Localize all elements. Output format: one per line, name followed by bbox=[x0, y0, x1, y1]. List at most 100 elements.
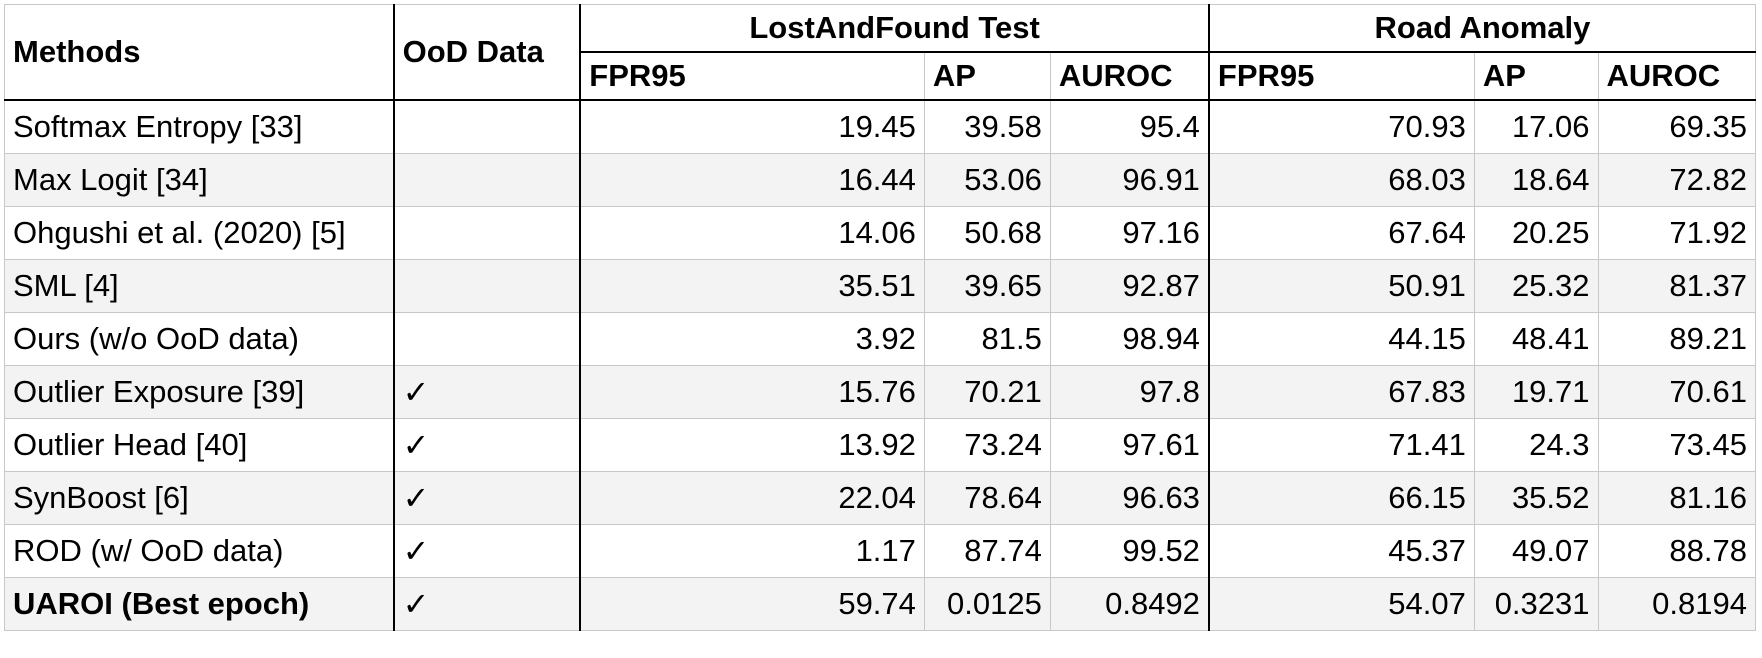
ra-fpr95-value: 71.41 bbox=[1208, 417, 1475, 472]
header-row-metrics: FPR95 AP AUROC FPR95 AP AUROC bbox=[5, 51, 1757, 101]
results-table: Methods OoD Data LostAndFound Test Road … bbox=[3, 4, 1757, 631]
ra-fpr95-value: 44.15 bbox=[1208, 311, 1475, 366]
lf-fpr95-value: 3.92 bbox=[579, 311, 925, 366]
lf-ap-value: 50.68 bbox=[923, 205, 1051, 260]
ra-auroc-value: 73.45 bbox=[1597, 417, 1757, 472]
lf-ap-value: 78.64 bbox=[923, 470, 1051, 525]
ra-fpr95-value: 67.64 bbox=[1208, 205, 1475, 260]
method-name: SML [4] bbox=[3, 258, 395, 313]
lf-ap-value: 0.0125 bbox=[923, 576, 1051, 631]
table-row: Outlier Head [40] ✓ 13.92 73.24 97.61 71.41 24… bbox=[3, 417, 1757, 472]
ra-ap-value: 24.3 bbox=[1473, 417, 1599, 472]
header-ra-fpr95: FPR95 bbox=[1208, 51, 1475, 101]
method-name: Max Logit [34] bbox=[3, 152, 395, 207]
header-methods: Methods bbox=[3, 4, 395, 101]
table-body: Softmax Entropy [33] 19.45 39.58 95.4 70.93 1… bbox=[3, 99, 1757, 631]
lf-fpr95-value: 15.76 bbox=[579, 364, 925, 419]
lf-auroc-value: 96.91 bbox=[1049, 152, 1210, 207]
table-row: Ohgushi et al. (2020) [5] 14.06 50.68 97.16… bbox=[3, 205, 1757, 260]
lf-ap-value: 39.65 bbox=[923, 258, 1051, 313]
ra-fpr95-value: 67.83 bbox=[1208, 364, 1475, 419]
lf-fpr95-value: 1.17 bbox=[579, 523, 925, 578]
ra-ap-value: 48.41 bbox=[1473, 311, 1599, 366]
lf-fpr95-value: 16.44 bbox=[579, 152, 925, 207]
lf-auroc-value: 97.61 bbox=[1049, 417, 1210, 472]
lf-fpr95-value: 14.06 bbox=[579, 205, 925, 260]
table-row: UAROI (Best epoch) ✓ 59.74 0.0125 0.8492 54.0… bbox=[3, 576, 1757, 631]
header-lf-fpr95: FPR95 bbox=[579, 51, 925, 101]
table-row: ROD (w/ OoD data) ✓ 1.17 87.74 99.52 45.37 49.… bbox=[3, 523, 1757, 578]
ra-fpr95-value: 54.07 bbox=[1208, 576, 1475, 631]
table-row: Outlier Exposure [39] ✓ 15.76 70.21 97.8 67.8… bbox=[3, 364, 1757, 419]
ra-fpr95-value: 45.37 bbox=[1208, 523, 1475, 578]
ood-check: ✓ bbox=[393, 523, 582, 578]
header-lf-auroc: AUROC bbox=[1049, 51, 1210, 101]
ra-auroc-value: 81.16 bbox=[1597, 470, 1757, 525]
lf-ap-value: 73.24 bbox=[923, 417, 1051, 472]
table-row: SML [4] 35.51 39.65 92.87 50.91 25.32 81.37 bbox=[3, 258, 1757, 313]
table-row: Softmax Entropy [33] 19.45 39.58 95.4 70.93 1… bbox=[3, 99, 1757, 154]
header-lostandfound: LostAndFound Test bbox=[579, 4, 1210, 53]
ood-check: ✓ bbox=[393, 576, 582, 631]
method-name: Ohgushi et al. (2020) [5] bbox=[3, 205, 395, 260]
lf-fpr95-value: 19.45 bbox=[579, 99, 925, 154]
ra-ap-value: 19.71 bbox=[1473, 364, 1599, 419]
ood-check bbox=[393, 258, 582, 313]
ra-ap-value: 25.32 bbox=[1473, 258, 1599, 313]
lf-auroc-value: 95.4 bbox=[1049, 99, 1210, 154]
method-name: Outlier Head [40] bbox=[3, 417, 395, 472]
ood-check: ✓ bbox=[393, 417, 582, 472]
method-name: UAROI (Best epoch) bbox=[3, 576, 395, 631]
lf-fpr95-value: 13.92 bbox=[579, 417, 925, 472]
ood-check: ✓ bbox=[393, 364, 582, 419]
header-lf-ap: AP bbox=[923, 51, 1051, 101]
method-name: ROD (w/ OoD data) bbox=[3, 523, 395, 578]
ra-fpr95-value: 50.91 bbox=[1208, 258, 1475, 313]
header-ood-data: OoD Data bbox=[393, 4, 582, 101]
header-ra-auroc: AUROC bbox=[1597, 51, 1757, 101]
ra-ap-value: 49.07 bbox=[1473, 523, 1599, 578]
lf-fpr95-value: 35.51 bbox=[579, 258, 925, 313]
ra-auroc-value: 89.21 bbox=[1597, 311, 1757, 366]
ra-fpr95-value: 70.93 bbox=[1208, 99, 1475, 154]
ra-auroc-value: 0.8194 bbox=[1597, 576, 1757, 631]
lf-ap-value: 81.5 bbox=[923, 311, 1051, 366]
ra-auroc-value: 71.92 bbox=[1597, 205, 1757, 260]
ood-check: ✓ bbox=[393, 470, 582, 525]
ra-auroc-value: 70.61 bbox=[1597, 364, 1757, 419]
lf-ap-value: 87.74 bbox=[923, 523, 1051, 578]
method-name: Softmax Entropy [33] bbox=[3, 99, 395, 154]
ra-auroc-value: 88.78 bbox=[1597, 523, 1757, 578]
lf-auroc-value: 96.63 bbox=[1049, 470, 1210, 525]
ood-check bbox=[393, 152, 582, 207]
lf-auroc-value: 98.94 bbox=[1049, 311, 1210, 366]
header-ra-ap: AP bbox=[1473, 51, 1599, 101]
lf-fpr95-value: 22.04 bbox=[579, 470, 925, 525]
ood-check bbox=[393, 205, 582, 260]
table-row: Ours (w/o OoD data) 3.92 81.5 98.94 44.15 48.… bbox=[3, 311, 1757, 366]
method-name: SynBoost [6] bbox=[3, 470, 395, 525]
ra-auroc-value: 81.37 bbox=[1597, 258, 1757, 313]
table-row: Max Logit [34] 16.44 53.06 96.91 68.03 18.64 7… bbox=[3, 152, 1757, 207]
lf-fpr95-value: 59.74 bbox=[579, 576, 925, 631]
lf-auroc-value: 97.16 bbox=[1049, 205, 1210, 260]
results-table-container: Methods OoD Data LostAndFound Test Road … bbox=[3, 4, 1757, 631]
lf-ap-value: 39.58 bbox=[923, 99, 1051, 154]
ra-ap-value: 18.64 bbox=[1473, 152, 1599, 207]
lf-auroc-value: 97.8 bbox=[1049, 364, 1210, 419]
header-road-anomaly: Road Anomaly bbox=[1208, 4, 1756, 53]
ood-check bbox=[393, 99, 582, 154]
ra-fpr95-value: 66.15 bbox=[1208, 470, 1475, 525]
ra-ap-value: 0.3231 bbox=[1473, 576, 1599, 631]
lf-auroc-value: 92.87 bbox=[1049, 258, 1210, 313]
ra-auroc-value: 69.35 bbox=[1597, 99, 1757, 154]
lf-auroc-value: 99.52 bbox=[1049, 523, 1210, 578]
lf-ap-value: 53.06 bbox=[923, 152, 1051, 207]
lf-auroc-value: 0.8492 bbox=[1049, 576, 1210, 631]
ra-ap-value: 35.52 bbox=[1473, 470, 1599, 525]
method-name: Outlier Exposure [39] bbox=[3, 364, 395, 419]
ra-auroc-value: 72.82 bbox=[1597, 152, 1757, 207]
lf-ap-value: 70.21 bbox=[923, 364, 1051, 419]
ra-fpr95-value: 68.03 bbox=[1208, 152, 1475, 207]
method-name: Ours (w/o OoD data) bbox=[3, 311, 395, 366]
